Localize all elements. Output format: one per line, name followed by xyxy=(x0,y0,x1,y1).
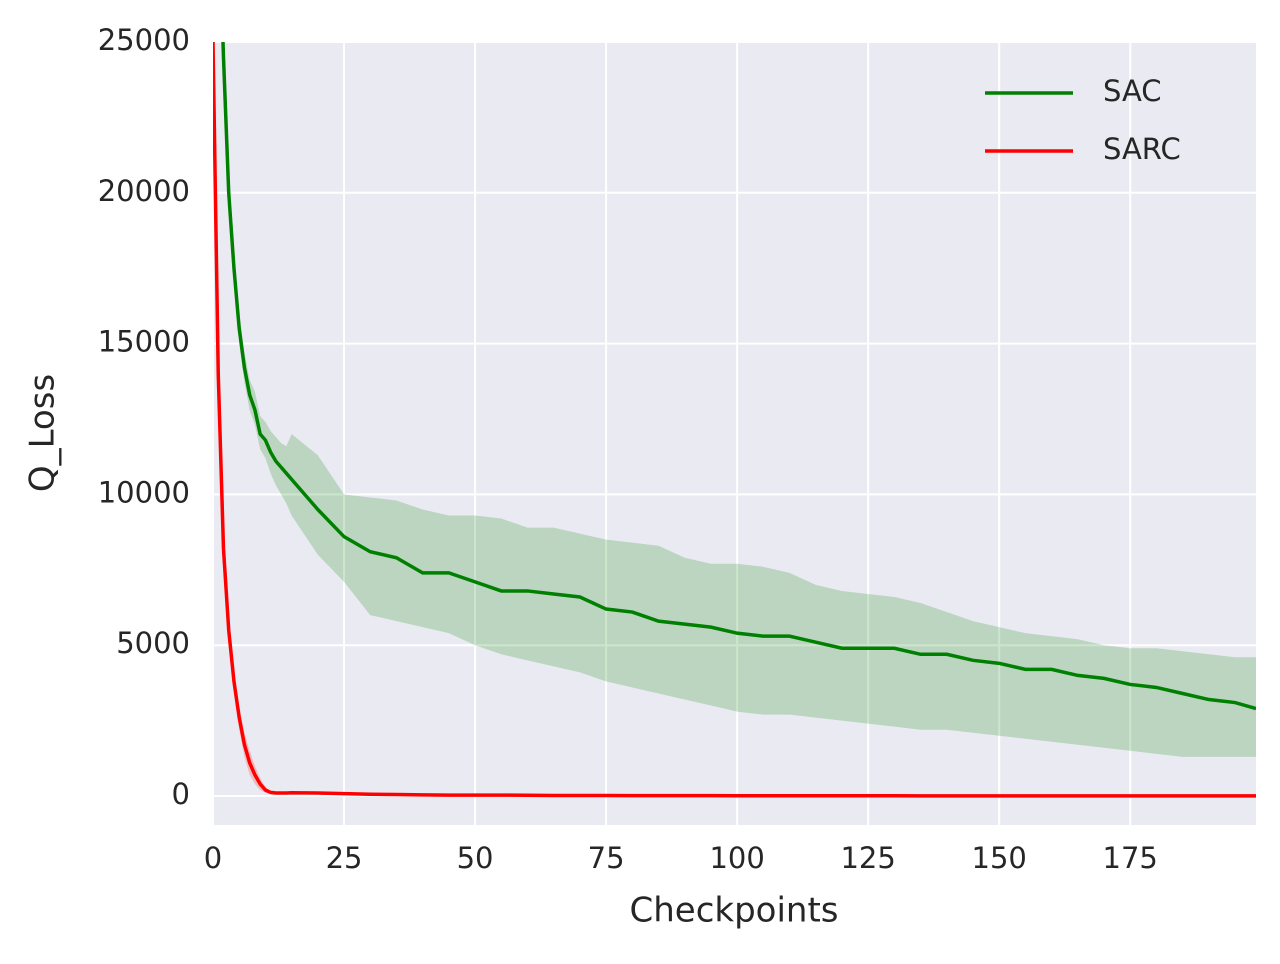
y-tick-label: 5000 xyxy=(116,626,190,660)
y-tick-label: 15000 xyxy=(98,325,190,359)
legend-label: SAC xyxy=(1103,74,1162,108)
x-tick-label: 150 xyxy=(972,841,1027,875)
series-line xyxy=(213,42,1256,798)
x-tick-label: 75 xyxy=(588,841,625,875)
x-tick-label: 50 xyxy=(457,841,494,875)
y-tick-label: 20000 xyxy=(98,174,190,208)
y-tick-label: 10000 xyxy=(98,475,190,509)
legend-label: SARC xyxy=(1103,132,1181,166)
plot-background xyxy=(213,42,1256,825)
legend: SAC SARC xyxy=(985,74,1181,166)
plot-area xyxy=(213,42,1256,798)
x-tick-label: 25 xyxy=(326,841,363,875)
x-tick-label: 175 xyxy=(1103,841,1158,875)
x-tick-label: 100 xyxy=(709,841,764,875)
y-axis-label: Q_Loss xyxy=(23,374,63,492)
y-tick-label: 25000 xyxy=(98,23,190,57)
x-tick-label: 125 xyxy=(840,841,895,875)
x-tick-label: 0 xyxy=(204,841,222,875)
y-tick-label: 0 xyxy=(172,777,190,811)
series-line xyxy=(221,42,1256,711)
x-axis-label: Checkpoints xyxy=(629,891,838,931)
confidence-band xyxy=(222,42,1256,757)
